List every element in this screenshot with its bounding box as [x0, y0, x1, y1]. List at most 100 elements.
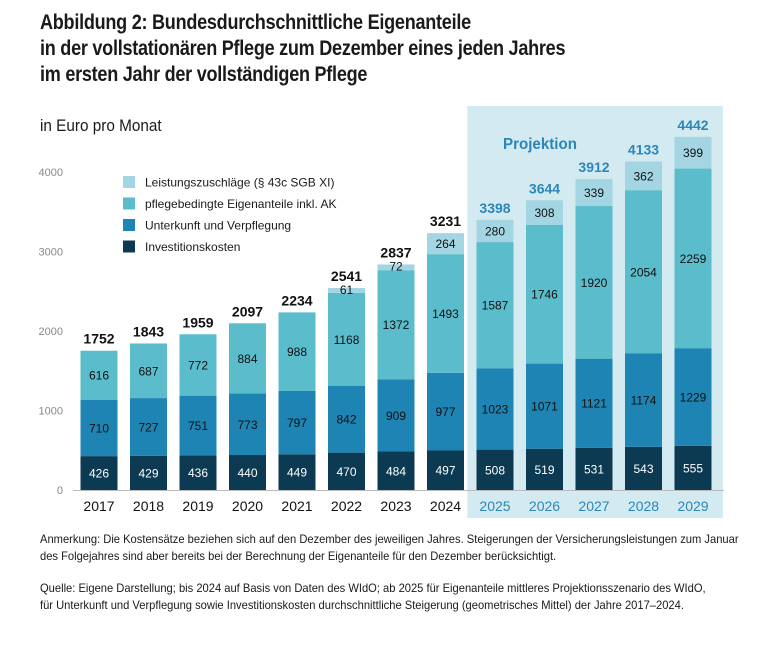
bar-segment-unterkunft-und-verpflegung [625, 353, 662, 447]
bar-value-label: 508 [485, 463, 505, 477]
bar-value-label: 797 [287, 416, 307, 430]
bar-value-label: 436 [188, 466, 208, 480]
bar-value-label: 1071 [531, 400, 558, 414]
bar-value-label: 308 [534, 206, 554, 220]
bar-value-label: 773 [237, 418, 257, 432]
y-tick-label: 4000 [39, 167, 63, 179]
bar-segment-pflegebedingte-eigenanteile-inkl-ak [377, 270, 415, 380]
x-tick-label: 2019 [182, 498, 213, 514]
bar-value-label: 1493 [432, 307, 459, 321]
legend-label: pflegebedingte Eigenanteile inkl. AK [145, 197, 336, 211]
bar-value-label: 1174 [631, 394, 657, 408]
bar-value-label: 72 [389, 259, 403, 273]
bar-segment-leistungszuschl-ge-43c-sgb-xi [427, 233, 464, 255]
bar-value-label: 484 [386, 464, 406, 478]
projection-label: Projektion [503, 136, 577, 153]
bar-segment-investitionskosten [377, 451, 415, 490]
legend-swatch [123, 176, 135, 188]
bar-value-label: 772 [188, 358, 208, 372]
bar-value-label: 429 [138, 466, 158, 480]
legend-swatch [123, 197, 135, 210]
bar-value-label: 426 [89, 467, 109, 481]
bar-value-label: 1121 [581, 397, 607, 411]
bar-total-label: 3398 [479, 200, 510, 216]
bar-value-label: 264 [435, 237, 455, 251]
bar-segment-pflegebedingte-eigenanteile-inkl-ak [427, 254, 464, 373]
y-tick-label: 3000 [39, 247, 63, 259]
bar-segment-investitionskosten [179, 455, 217, 490]
x-tick-label: 2029 [677, 498, 708, 514]
bar-segment-investitionskosten [80, 456, 118, 490]
bar-segment-unterkunft-und-verpflegung [427, 372, 464, 451]
bar-segment-investitionskosten [278, 454, 316, 490]
bar-value-label: 1372 [383, 318, 410, 332]
bar-value-label: 531 [584, 462, 604, 476]
bar-value-label: 280 [485, 224, 505, 238]
bar-segment-pflegebedingte-eigenanteile-inkl-ak [476, 242, 514, 369]
x-tick-label: 2026 [529, 498, 560, 514]
x-tick-label: 2022 [331, 498, 362, 514]
bar-segment-pflegebedingte-eigenanteile-inkl-ak [674, 168, 712, 349]
legend-label: Unterkunft und Verpflegung [145, 219, 291, 233]
legend-label: Investitionskosten [145, 240, 240, 254]
bar-segment-unterkunft-und-verpflegung [229, 393, 266, 456]
annotation-note: Anmerkung: Die Kostensätze beziehen sich… [40, 531, 760, 565]
title-line-2: in der vollstationären Pflege zum Dezemb… [40, 37, 566, 60]
bar-segment-pflegebedingte-eigenanteile-inkl-ak [179, 334, 217, 396]
bar-segment-leistungszuschl-ge-43c-sgb-xi [625, 161, 662, 191]
bar-segment-pflegebedingte-eigenanteile-inkl-ak [278, 312, 316, 391]
bar-value-label: 909 [386, 409, 406, 423]
bar-value-label: 727 [138, 420, 158, 434]
bar-value-label: 687 [138, 364, 158, 378]
y-tick-label: 1000 [39, 406, 63, 418]
bar-value-label: 710 [89, 421, 109, 435]
bar-segment-unterkunft-und-verpflegung [328, 385, 365, 453]
bar-total-label: 2097 [232, 303, 263, 319]
x-tick-label: 2021 [281, 498, 312, 514]
bar-total-label: 3644 [529, 180, 560, 196]
bar-value-label: 884 [237, 352, 257, 366]
bar-value-label: 470 [336, 465, 356, 479]
bar-value-label: 977 [435, 405, 455, 419]
source-note: Quelle: Eigene Darstellung; bis 2024 auf… [40, 580, 760, 614]
x-tick-label: 2020 [232, 498, 263, 514]
bar-value-label: 555 [683, 461, 703, 475]
bar-segment-unterkunft-und-verpflegung [476, 368, 514, 450]
x-tick-label: 2028 [628, 498, 659, 514]
legend-swatch [123, 240, 135, 253]
bar-segment-unterkunft-und-verpflegung [278, 390, 316, 455]
bar-total-label: 4442 [677, 117, 708, 133]
bar-segment-investitionskosten [476, 449, 514, 490]
bar-value-label: 1168 [334, 333, 360, 347]
bar-value-label: 751 [188, 419, 208, 433]
bar-segment-leistungszuschl-ge-43c-sgb-xi [328, 287, 365, 293]
bar-segment-pflegebedingte-eigenanteile-inkl-ak [80, 350, 118, 400]
unit-subtitle: in Euro pro Monat [40, 116, 162, 135]
bar-value-label: 449 [287, 466, 307, 480]
bar-value-label: 1746 [531, 288, 558, 302]
title-line-1: Abbildung 2: Bundesdurchschnittliche Eig… [40, 11, 471, 34]
bar-value-label: 616 [89, 369, 109, 383]
y-tick-label: 0 [57, 485, 63, 497]
bar-value-label: 497 [435, 464, 455, 478]
bar-value-label: 543 [633, 462, 653, 476]
x-tick-label: 2023 [380, 498, 411, 514]
x-tick-label: 2024 [430, 498, 461, 514]
bar-segment-unterkunft-und-verpflegung [575, 358, 613, 448]
bar-value-label: 1023 [482, 402, 509, 416]
stacked-bar-chart: Projektion 0 1000 2000 3000 4000 426 710 616 1752… [39, 106, 724, 518]
bar-segment-leistungszuschl-ge-43c-sgb-xi [674, 136, 712, 169]
bar-value-label: 2259 [680, 252, 707, 266]
bar-total-label: 4133 [628, 141, 659, 157]
x-tick-label: 2025 [479, 498, 510, 514]
x-tick-label: 2027 [578, 498, 609, 514]
bar-value-label: 61 [340, 283, 354, 297]
bar-segment-unterkunft-und-verpflegung [130, 398, 167, 456]
bar-total-label: 1843 [133, 323, 164, 339]
bar-segment-investitionskosten [427, 450, 464, 490]
bar-total-label: 2234 [281, 292, 312, 308]
note-line-2: des Folgejahres sind aber bereits bei de… [40, 549, 557, 563]
bar-segment-investitionskosten [526, 448, 563, 490]
bar-value-label: 1229 [680, 391, 707, 405]
bar-segment-investitionskosten [130, 455, 167, 490]
